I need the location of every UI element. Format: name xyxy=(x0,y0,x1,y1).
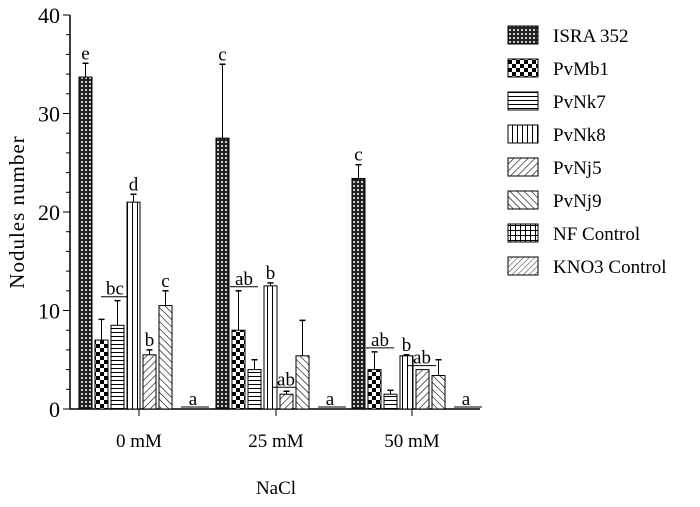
significance-letter: d xyxy=(129,174,139,195)
bar-pvnj9 xyxy=(295,355,310,410)
legend-swatch xyxy=(507,91,539,111)
legend-label: PvNk8 xyxy=(553,125,606,146)
legend-label: ISRA 352 xyxy=(553,26,629,47)
bar-pvnj9 xyxy=(158,305,173,410)
bar-isra-352 xyxy=(215,137,230,410)
significance-letter: c xyxy=(218,44,226,65)
significance-letter: c xyxy=(161,271,169,292)
y-axis-label: Nodules number xyxy=(5,135,29,288)
significance-letter: a xyxy=(326,389,335,410)
legend-swatch xyxy=(507,58,539,78)
significance-letter: c xyxy=(354,145,362,166)
significance-letter: ab xyxy=(235,269,253,290)
legend-swatch xyxy=(507,157,539,177)
y-tick-label: 40 xyxy=(38,3,60,28)
significance-letter: b xyxy=(145,330,155,351)
bar-pvnk7 xyxy=(247,369,262,410)
legend-label: KNO3 Control xyxy=(553,257,666,278)
y-tick-label: 20 xyxy=(38,200,60,225)
bar-isra-352 xyxy=(351,178,366,410)
significance-letter: e xyxy=(81,43,89,64)
bar-pvmb1 xyxy=(231,329,246,410)
significance-letter: b xyxy=(402,335,412,356)
bar-pvnj5 xyxy=(415,369,430,410)
legend-label: NF Control xyxy=(553,224,640,245)
y-tick-label: 10 xyxy=(38,299,60,324)
legend-swatch xyxy=(507,25,539,45)
x-tick-label: 25 mM xyxy=(248,431,304,452)
legend-swatch xyxy=(507,256,539,276)
significance-letter: bc xyxy=(106,279,124,300)
legend-label: PvNj5 xyxy=(553,158,602,179)
legend-swatch xyxy=(507,223,539,243)
legend-label: PvNk7 xyxy=(553,92,606,113)
bar-pvnk8 xyxy=(126,201,141,410)
y-tick-label: 0 xyxy=(49,397,60,422)
significance-letter: ab xyxy=(371,330,389,351)
bar-pvnk7 xyxy=(110,324,125,410)
bar-pvnk7 xyxy=(383,393,398,410)
legend-label: PvMb1 xyxy=(553,59,609,80)
bar-pvnj5 xyxy=(142,354,157,410)
legend-label: PvNj9 xyxy=(553,191,602,212)
significance-letter: ab xyxy=(413,348,431,369)
bar-pvnk8 xyxy=(263,285,278,410)
bar-pvnj5 xyxy=(279,393,294,410)
legend-swatch xyxy=(507,124,539,144)
legend-swatch xyxy=(507,190,539,210)
x-axis-label: NaCl xyxy=(256,478,296,499)
bar-pvnk8 xyxy=(399,355,414,410)
x-tick-label: 50 mM xyxy=(384,431,440,452)
significance-letter: ab xyxy=(277,369,295,390)
significance-letter: b xyxy=(266,263,276,284)
x-tick-label: 0 mM xyxy=(116,431,162,452)
significance-letter: a xyxy=(189,389,198,410)
bar-isra-352 xyxy=(78,76,93,410)
y-tick-label: 30 xyxy=(38,102,60,127)
bar-pvnj9 xyxy=(431,375,446,410)
bar-pvmb1 xyxy=(94,339,109,410)
bar-pvmb1 xyxy=(367,369,382,410)
significance-letter: a xyxy=(462,389,471,410)
